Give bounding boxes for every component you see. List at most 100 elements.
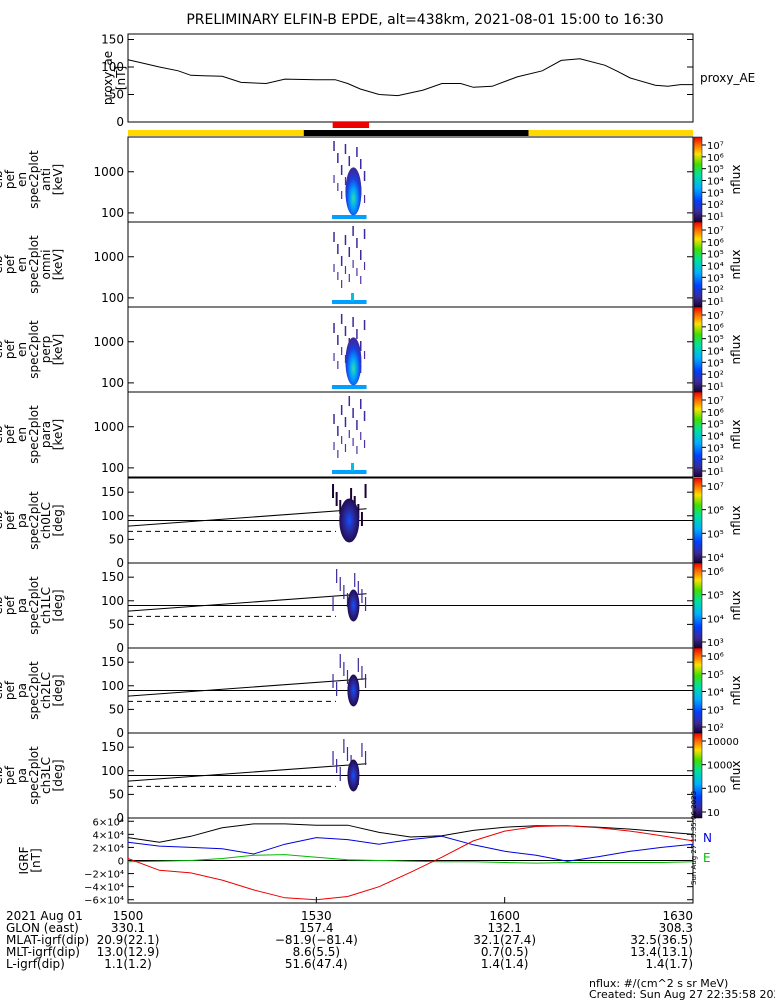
pa-tick-label: 100 (101, 764, 124, 778)
pa-ylabel-line: pa (15, 513, 29, 528)
igrf-side-note: Sun Aug 27 15:35:06 2023 (690, 791, 698, 885)
pa-ylabel-line: spec2plot (27, 661, 41, 720)
spec-colorbar-tick-label: 10² (707, 200, 724, 211)
pa-colorbar-tick-label: 10⁶ (707, 652, 724, 663)
pa-tick-label: 150 (101, 740, 124, 754)
pa-ylabel-line: elb (0, 681, 5, 699)
spec-colorbar-tick-label: 10⁷ (707, 311, 724, 322)
pa-panel-4: 0 50 100 150 elbpefpaspec2plotch3LC[deg] 1000… (0, 732, 743, 825)
spec-ylabel: elbpefenspec2plotomni[keV] (0, 235, 65, 294)
spec-flux-blob (345, 167, 362, 216)
spec-ylabel-line: spec2plot (27, 320, 41, 379)
pa-colorbar (693, 477, 703, 564)
pa-colorbar-tick-label: 10³ (707, 638, 724, 649)
pa-ylabel-line: pef (3, 510, 17, 530)
spec-ylabel-line: elb (0, 170, 5, 188)
spec-ylabel-line: [keV] (51, 334, 65, 365)
pa-ylabel-line: elb (0, 766, 5, 784)
proxy-ae-tick-label: 50 (109, 88, 124, 102)
pa-colorbar-tick-label: 100 (707, 784, 726, 795)
igrf-ylabel-line: IGRF (17, 846, 31, 874)
igrf-tick-label: −2×10⁴ (84, 870, 124, 881)
pa-losscone-line (127, 678, 367, 697)
spec-ylabel-line: spec2plot (27, 405, 41, 464)
spec-colorbar-tick-label: 10⁵ (707, 250, 724, 261)
footer-row-label: MLT-igrf(dip) (6, 945, 80, 959)
spec-colorbar-tick-label: 10⁴ (707, 177, 724, 188)
spec-ylabel-line: en (15, 342, 29, 357)
spec-ylabel-line: omni (39, 250, 53, 280)
spec-frame (127, 391, 694, 478)
spec-ylabel-line: en (15, 427, 29, 442)
pa-colorbar-tick-label: 10⁴ (707, 614, 724, 625)
spec-tick-label: 1000 (93, 250, 124, 264)
igrf-tick-label: −4×10⁴ (84, 883, 124, 894)
pa-flux-blob (347, 759, 360, 792)
proxy-ae-frame (127, 33, 694, 123)
spec-flux-spot (351, 293, 355, 301)
pa-ylabel-line: pa (15, 768, 29, 783)
pa-tick-label: 0 (116, 556, 124, 570)
pa-tick-label: 100 (101, 679, 124, 693)
pa-tick-label: 100 (101, 509, 124, 523)
sunlight-segment (128, 130, 304, 136)
proxy-ae-ylabel-line: proxy_ae (101, 51, 115, 105)
pa-flux-blob (347, 589, 360, 622)
spec-ylabel-line: en (15, 257, 29, 272)
spec-frame (127, 306, 694, 393)
spec-colorbar-tick-label: 10³ (707, 443, 724, 454)
pa-tick-label: 50 (109, 532, 124, 546)
pa-colorbar-label: nflux (729, 506, 743, 536)
spec-panel-2: 1001000elbpefenspec2plotomni[keV]10⁷10⁶1… (0, 221, 743, 308)
spec-colorbar-tick-label: 10⁶ (707, 238, 724, 249)
pa-panel-3: 0 50 100 150 elbpefpaspec2plotch2LC[deg] 10⁶ 1… (0, 647, 743, 740)
proxy-ae-ylabel: proxy_ae[nT] (101, 51, 128, 105)
day-night-bar (128, 122, 693, 136)
spec-ylabel-line: perp (39, 336, 53, 364)
spec-ylabel-line: anti (39, 168, 53, 191)
spec-flux-spot (351, 463, 355, 471)
pa-ylabel-line: pef (3, 765, 17, 785)
pa-ylabel: elbpefpaspec2plotch0LC[deg] (0, 491, 65, 550)
pa-ylabel-line: spec2plot (27, 576, 41, 635)
pa-colorbar-tick-label: 10³ (707, 705, 724, 716)
pa-colorbar-label: nflux (729, 676, 743, 706)
footer-row-label: GLON (east) (6, 921, 79, 935)
spec-colorbar-label: nflux (729, 165, 743, 195)
spec-colorbar-tick-label: 10² (707, 285, 724, 296)
pa-panel-1: 0 50 100 150 elbpefpaspec2plotch0LC[deg] 10⁷ 1… (0, 477, 743, 570)
pa-ylabel-line: ch2LC (39, 672, 53, 709)
proxy-ae-panel: 0 50 100 150 proxy_ae[nT] proxy_AE (101, 33, 755, 130)
spec-ylabel-line: pef (3, 169, 17, 189)
pa-ylabel-line: ch0LC (39, 502, 53, 539)
spec-colorbar (693, 221, 703, 308)
igrf-e-line (127, 854, 694, 864)
spec-ylabel-line: [keV] (51, 419, 65, 450)
spec-colorbar-tick-label: 10⁴ (707, 347, 724, 358)
pa-ylabel-line: ch3LC (39, 757, 53, 794)
pa-losscone-line (127, 508, 367, 527)
pa-ylabel-line: spec2plot (27, 746, 41, 805)
footer-cell: 132.1 (487, 921, 521, 935)
spec-colorbar-tick-label: 10¹ (707, 467, 724, 478)
pa-tick-label: 50 (109, 702, 124, 716)
spec-colorbar (693, 306, 703, 393)
spec-colorbar-tick-label: 10¹ (707, 212, 724, 223)
footer-row-label: 2021 Aug 01 (6, 909, 83, 923)
footer-cell: 51.6(47.4) (285, 957, 348, 971)
igrf-tick-label: 0 (118, 857, 124, 868)
igrf-ylabel: IGRF[nT] (17, 846, 43, 874)
proxy-ae-tick-label: 150 (101, 33, 124, 47)
pa-tick-label: 100 (101, 594, 124, 608)
pa-ylabel-line: ch1LC (39, 587, 53, 624)
footer-cell: 13.4(13.1) (630, 945, 693, 959)
spec-ylabel-line: spec2plot (27, 150, 41, 209)
pa-ylabel-line: pa (15, 598, 29, 613)
spec-panel-1: 1001000elbpefenspec2plotanti[keV]10⁷10⁶1… (0, 136, 743, 223)
spec-colorbar-tick-label: 10¹ (707, 297, 724, 308)
spec-colorbar-label: nflux (729, 250, 743, 280)
pa-ylabel-line: spec2plot (27, 491, 41, 550)
pa-colorbar-label: nflux (729, 591, 743, 621)
spec-panel-3: 1001000elbpefenspec2plotperp[keV]10⁷10⁶1… (0, 306, 743, 393)
pa-ylabel-line: [deg] (51, 505, 65, 537)
